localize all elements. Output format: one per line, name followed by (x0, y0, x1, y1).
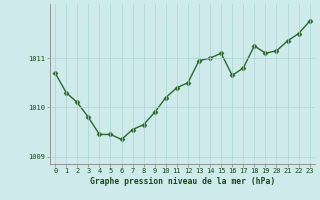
X-axis label: Graphe pression niveau de la mer (hPa): Graphe pression niveau de la mer (hPa) (90, 177, 275, 186)
